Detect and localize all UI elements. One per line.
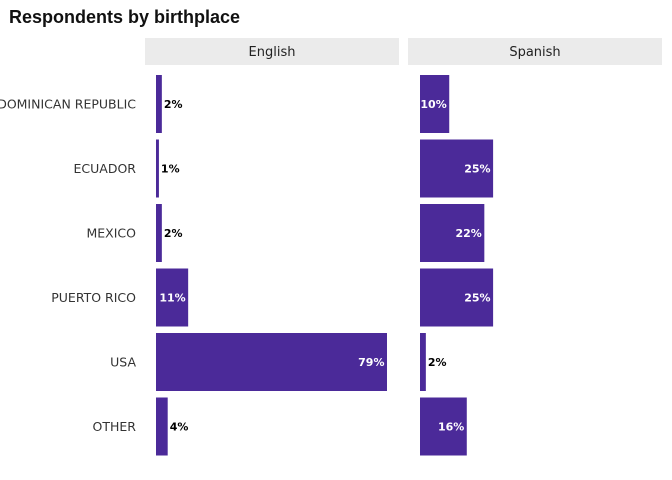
bar	[420, 139, 494, 198]
bar	[420, 75, 450, 133]
bar	[420, 333, 426, 391]
data-label: 2%	[164, 227, 183, 240]
panel-title: Spanish	[509, 45, 560, 60]
data-label: 25%	[464, 163, 490, 176]
data-label: 16%	[438, 421, 464, 434]
category-label: PUERTO RICO	[51, 290, 136, 305]
category-label: ECUADOR	[74, 161, 137, 176]
bar	[156, 333, 387, 391]
data-label: 2%	[428, 356, 447, 369]
data-label: 4%	[170, 421, 189, 434]
chart-title: Respondents by birthplace	[9, 7, 240, 27]
bar	[156, 268, 189, 327]
data-label: 2%	[164, 98, 183, 111]
category-label: MEXICO	[87, 226, 137, 241]
bar	[420, 397, 467, 456]
category-label: USA	[110, 355, 136, 370]
bar	[156, 397, 168, 456]
bar	[420, 268, 494, 327]
panel-spanish: Spanish 10% 25% 22% 25% 2% 16%	[408, 38, 662, 456]
data-label: 1%	[161, 163, 180, 176]
chart-panels: English 2% 1% 2% 11% 79% 4% Spanish 10% 25% 22% 25%…	[145, 38, 662, 456]
data-label: 25%	[464, 292, 490, 305]
bar	[420, 204, 485, 262]
data-label: 10%	[420, 98, 446, 111]
data-label: 79%	[358, 356, 384, 369]
panel-english: English 2% 1% 2% 11% 79% 4%	[145, 38, 399, 456]
bar	[156, 204, 162, 262]
category-label: OTHER	[93, 419, 137, 434]
category-axis: DOMINICAN REPUBLIC ECUADOR MEXICO PUERTO RI…	[0, 97, 136, 435]
category-label: DOMINICAN REPUBLIC	[0, 97, 136, 112]
bar	[156, 75, 162, 133]
panel-strip	[145, 38, 399, 65]
bar	[156, 139, 159, 198]
data-label: 22%	[455, 227, 481, 240]
panel-title: English	[249, 45, 296, 60]
panel-strip	[408, 38, 662, 65]
data-label: 11%	[159, 292, 185, 305]
